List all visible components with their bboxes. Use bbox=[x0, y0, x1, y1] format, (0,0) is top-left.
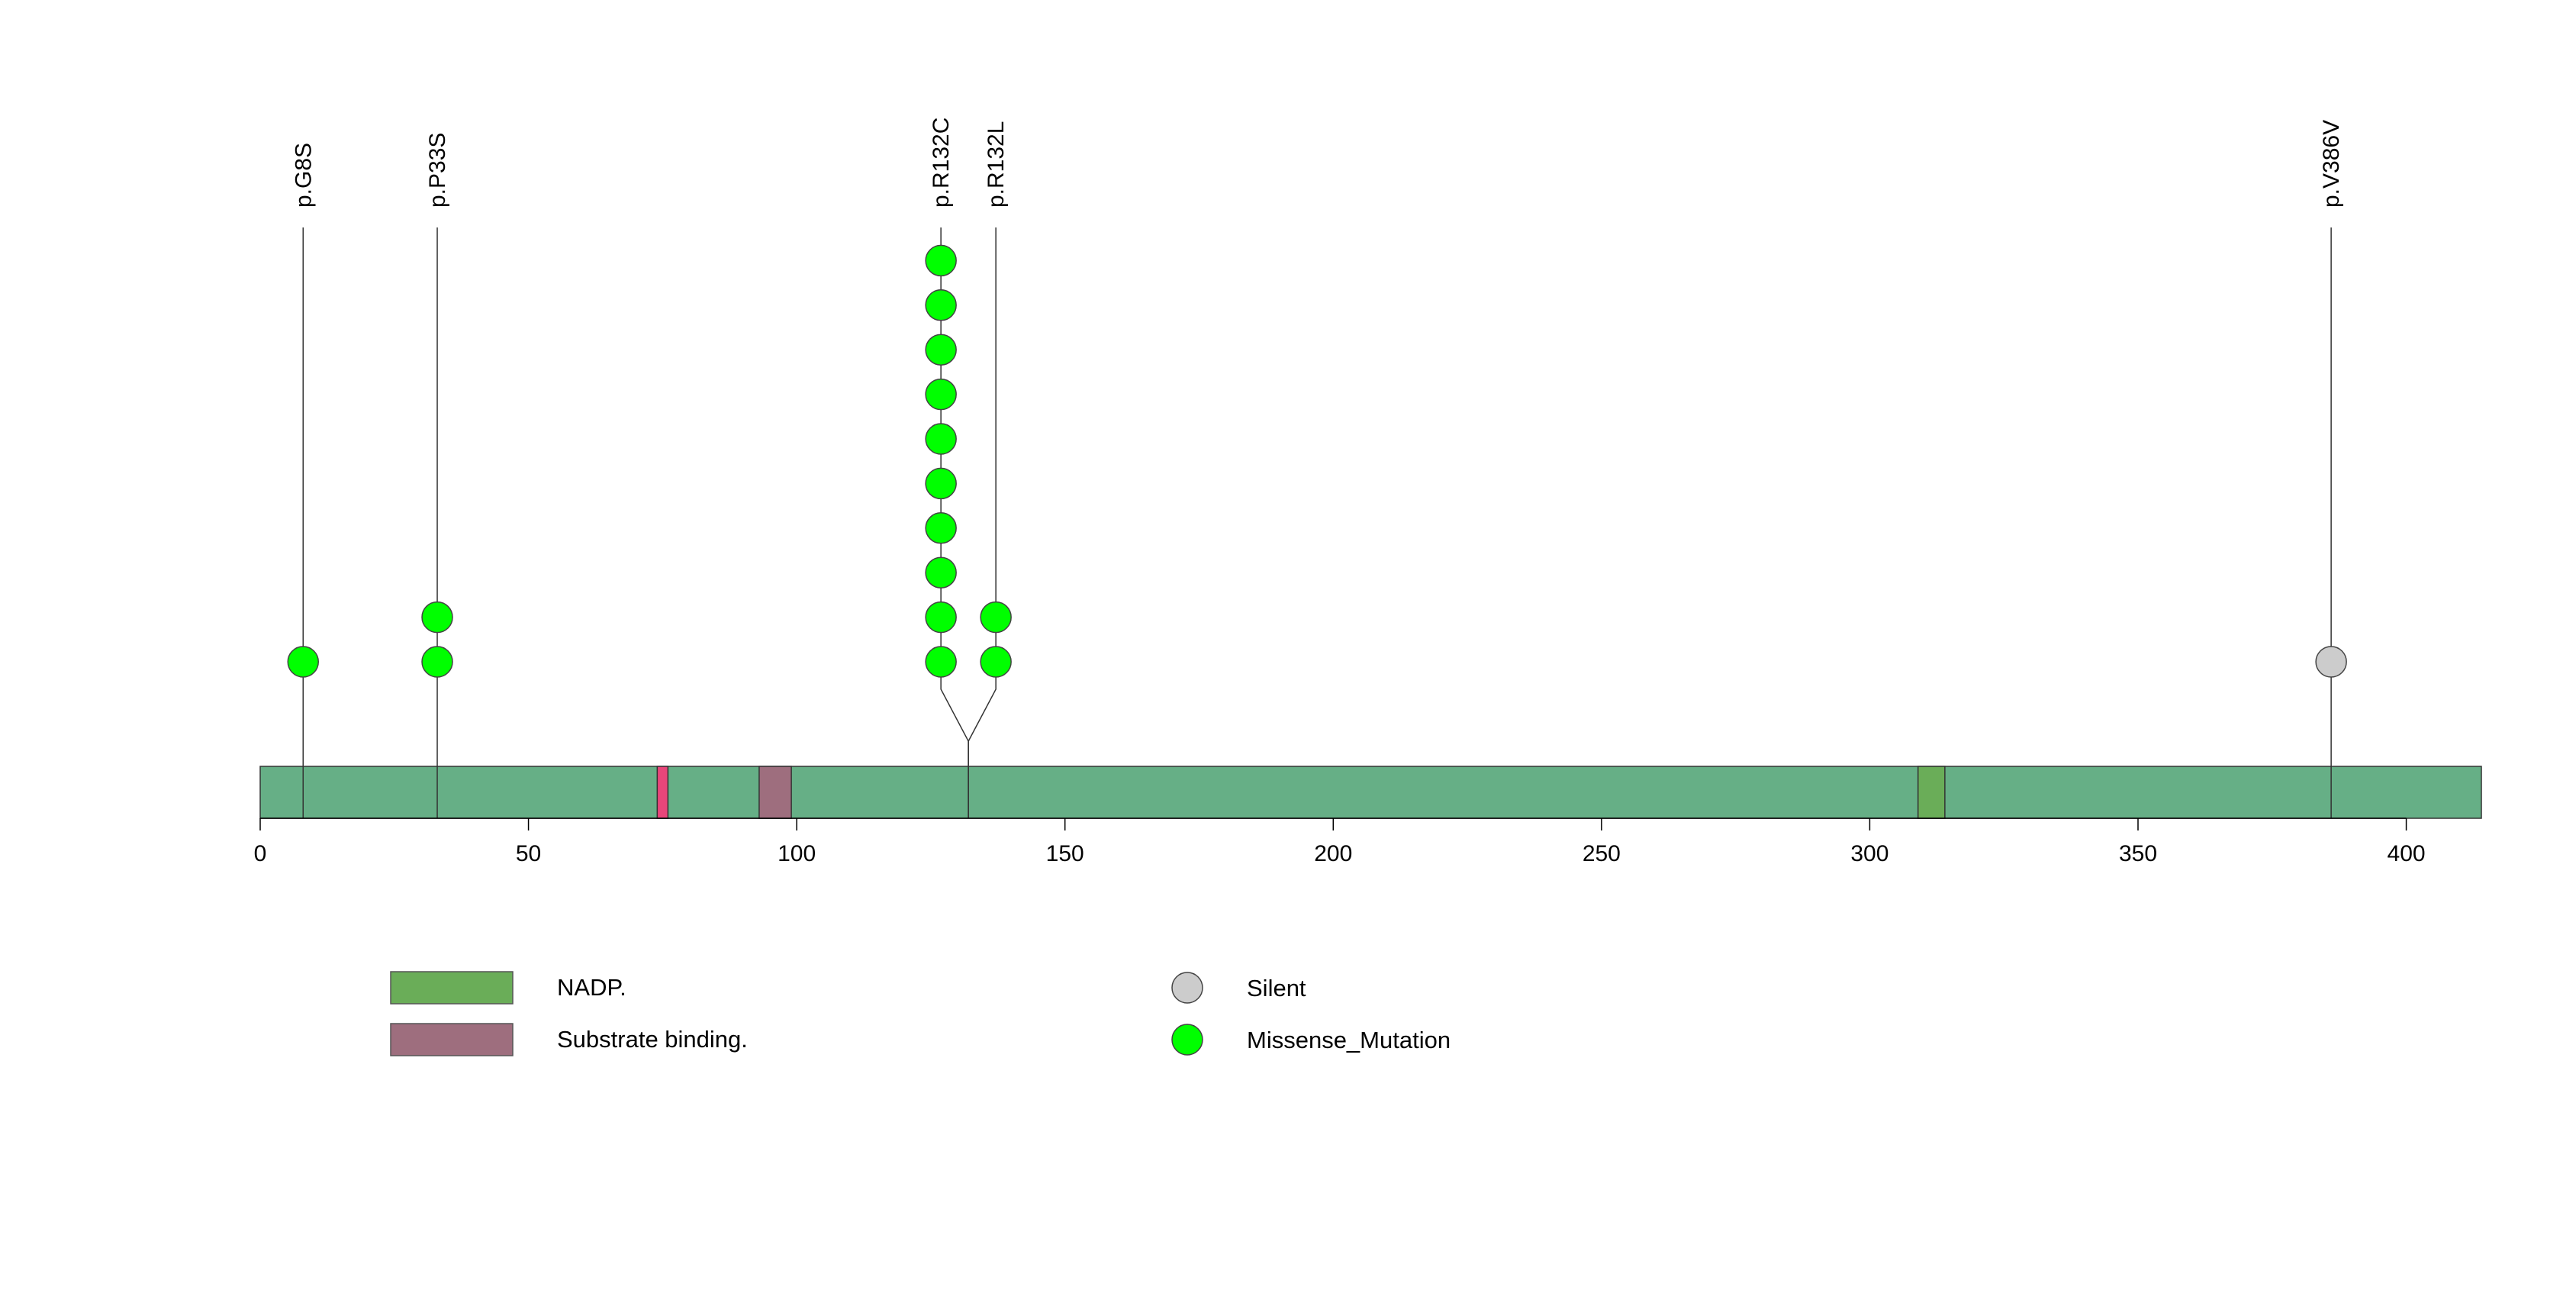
lollipop-p-r132c-2 bbox=[925, 601, 957, 634]
lollipop-p-r132c-4 bbox=[925, 512, 957, 544]
x-tick-label-100: 100 bbox=[778, 841, 816, 866]
x-axis: 0 50 100 150 200 250 300 350 400 bbox=[254, 818, 2426, 866]
protein-backbone bbox=[259, 766, 2482, 819]
x-tick-label-300: 300 bbox=[1850, 841, 1889, 866]
x-tick-label-200: 200 bbox=[1314, 841, 1352, 866]
lollipop-p-r132c-3 bbox=[925, 556, 957, 589]
legend-label-silent: Silent bbox=[1247, 975, 1306, 1001]
mutation-stems-group bbox=[302, 227, 2332, 818]
lollipop-p-r132c-9 bbox=[925, 289, 957, 321]
domain-block-unlabeled-2 bbox=[656, 766, 669, 819]
x-tick-label-150: 150 bbox=[1046, 841, 1084, 866]
lollipop-p-v386v-1 bbox=[2315, 646, 2347, 678]
lollipop-p-r132c-10 bbox=[925, 244, 957, 277]
domain-block-substrate-binding bbox=[758, 766, 792, 819]
lollipop-p-p33s-2 bbox=[421, 601, 453, 634]
mutation-labels-group: p.G8S p.P33S p.R132C p.R132L p.V386V bbox=[291, 118, 2344, 208]
lollipop-p-r132c-1 bbox=[925, 646, 957, 678]
legend-swatch-substrate-binding bbox=[390, 1023, 514, 1056]
legend-marker-silent bbox=[1171, 972, 1203, 1004]
lollipop-p-r132c-7 bbox=[925, 378, 957, 411]
x-tick-label-50: 50 bbox=[516, 841, 541, 866]
legend-label-substrate-binding: Substrate binding. bbox=[557, 1026, 748, 1053]
lollipop-p-r132c-8 bbox=[925, 334, 957, 366]
x-tick-label-350: 350 bbox=[2119, 841, 2157, 866]
mutation-label-p-g8s: p.G8S bbox=[291, 143, 316, 208]
lollipops-group bbox=[287, 244, 2347, 678]
legend-label-missense-mutation: Missense_Mutation bbox=[1247, 1027, 1451, 1053]
x-tick-label-0: 0 bbox=[254, 841, 267, 866]
legend-marker-missense-mutation bbox=[1171, 1024, 1203, 1056]
mutation-label-p-p33s: p.P33S bbox=[425, 133, 450, 208]
legend-label-nadp: NADP. bbox=[557, 974, 626, 1001]
mutation-label-p-v386v: p.V386V bbox=[2319, 120, 2344, 208]
lollipop-p-g8s-1 bbox=[287, 646, 320, 678]
legend: NADP. Substrate binding. Silent Missense_Mu… bbox=[390, 971, 1451, 1056]
mutation-label-p-r132l: p.R132L bbox=[984, 121, 1009, 208]
protein-backbone-group bbox=[259, 766, 2482, 819]
lollipop-p-p33s-1 bbox=[421, 646, 453, 678]
domain-block-nadp bbox=[1917, 766, 1946, 819]
mutation-label-p-r132c: p.R132C bbox=[929, 118, 954, 208]
lollipop-p-r132l-2 bbox=[980, 601, 1012, 634]
lollipop-p-r132l-1 bbox=[980, 646, 1012, 678]
lollipop-p-r132c-6 bbox=[925, 423, 957, 455]
x-tick-label-400: 400 bbox=[2388, 841, 2426, 866]
stem-p-r132l bbox=[968, 227, 997, 818]
legend-swatch-nadp bbox=[390, 971, 514, 1005]
x-tick-label-250: 250 bbox=[1583, 841, 1621, 866]
lollipop-p-r132c-5 bbox=[925, 467, 957, 500]
